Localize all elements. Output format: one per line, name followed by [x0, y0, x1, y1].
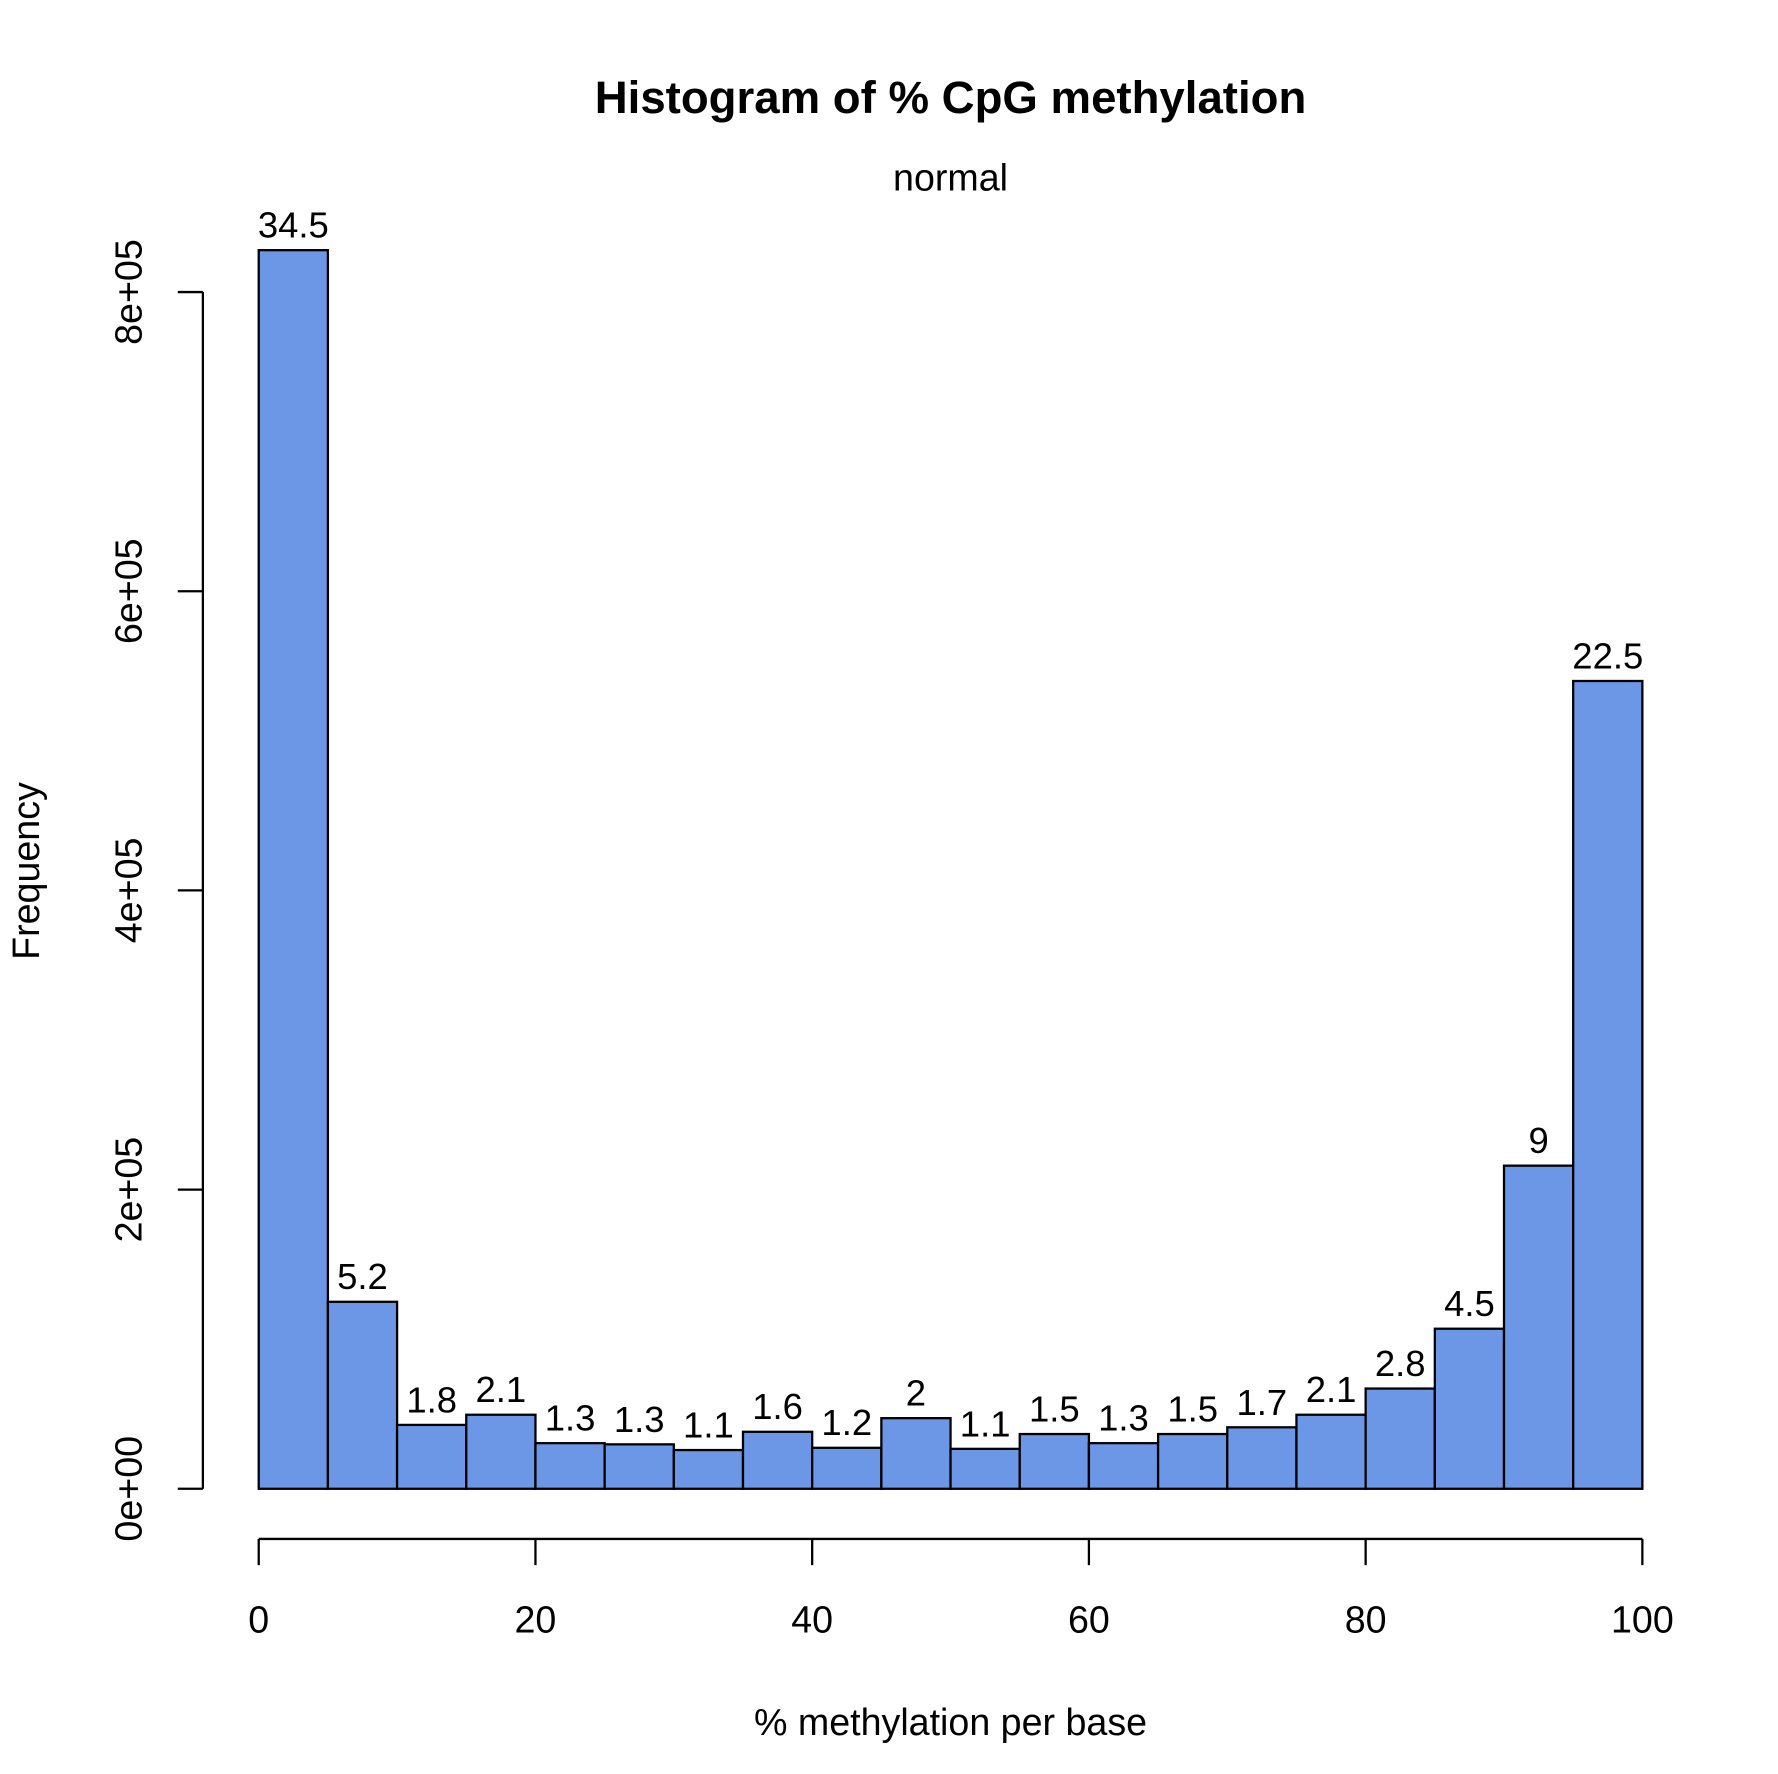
bar-percent-label: 9 [1528, 1120, 1548, 1161]
histogram-bar [1502, 1164, 1575, 1490]
bar-percent-label: 1.6 [752, 1386, 803, 1427]
bar-percent-label: 2.1 [1306, 1369, 1357, 1410]
y-axis-label: Frequency [5, 782, 47, 960]
x-tick-label: 0 [248, 1598, 269, 1640]
y-tick-label: 0e+00 [107, 1436, 149, 1542]
bar-percent-label: 1.3 [545, 1398, 596, 1439]
histogram-bar [395, 1423, 468, 1490]
histogram-bar [257, 249, 330, 1490]
histogram-bar [880, 1417, 952, 1490]
histogram-bar [326, 1300, 399, 1490]
histogram-bar [949, 1447, 1021, 1490]
bar-percent-label: 1.1 [683, 1405, 734, 1446]
x-axis-label: % methylation per base [754, 1701, 1147, 1743]
chart-subtitle: normal [893, 157, 1008, 199]
histogram-bar [1226, 1426, 1298, 1490]
bar-percent-label: 1.1 [960, 1403, 1011, 1444]
x-tick-label: 80 [1345, 1598, 1387, 1640]
histogram-bar [1156, 1432, 1229, 1490]
bar-percent-label: 1.3 [1098, 1398, 1149, 1439]
histogram-bar [741, 1430, 814, 1490]
x-tick-label: 20 [515, 1598, 557, 1640]
histogram-bar [1433, 1327, 1506, 1490]
bar-percent-label: 2 [906, 1373, 926, 1414]
chart-title: Histogram of % CpG methylation [595, 72, 1307, 123]
histogram-bar [465, 1413, 537, 1490]
x-tick-label: 100 [1611, 1598, 1674, 1640]
histogram-bar [811, 1446, 883, 1490]
bar-percent-label: 1.8 [406, 1379, 457, 1420]
bar-percent-label: 1.3 [614, 1399, 665, 1440]
bar-percent-label: 34.5 [258, 205, 329, 246]
histogram-bar [534, 1442, 606, 1490]
histogram-bar [1018, 1432, 1091, 1490]
x-tick-label: 60 [1068, 1598, 1110, 1640]
x-tick-label: 40 [791, 1598, 833, 1640]
y-tick-label: 6e+05 [107, 538, 149, 644]
bar-percent-label: 2.8 [1375, 1343, 1426, 1384]
histogram-bar [1295, 1413, 1367, 1490]
bar-percent-label: 5.2 [337, 1256, 388, 1297]
bar-percent-label: 1.7 [1237, 1382, 1288, 1423]
bar-percent-label: 1.5 [1167, 1388, 1218, 1429]
y-tick-label: 2e+05 [107, 1137, 149, 1243]
histogram-bar [1364, 1387, 1436, 1490]
bar-percent-label: 22.5 [1572, 635, 1643, 676]
histogram-bar [1087, 1442, 1160, 1490]
histogram-bar [603, 1443, 675, 1490]
histogram-bar [1572, 679, 1644, 1490]
histogram-bar [672, 1448, 745, 1490]
y-tick-label: 8e+05 [107, 239, 149, 345]
bar-percent-label: 1.5 [1029, 1388, 1080, 1429]
bar-percent-label: 2.1 [476, 1369, 527, 1410]
bar-percent-label: 1.2 [821, 1402, 872, 1443]
bar-percent-label: 4.5 [1444, 1283, 1495, 1324]
y-tick-label: 4e+05 [107, 838, 149, 944]
